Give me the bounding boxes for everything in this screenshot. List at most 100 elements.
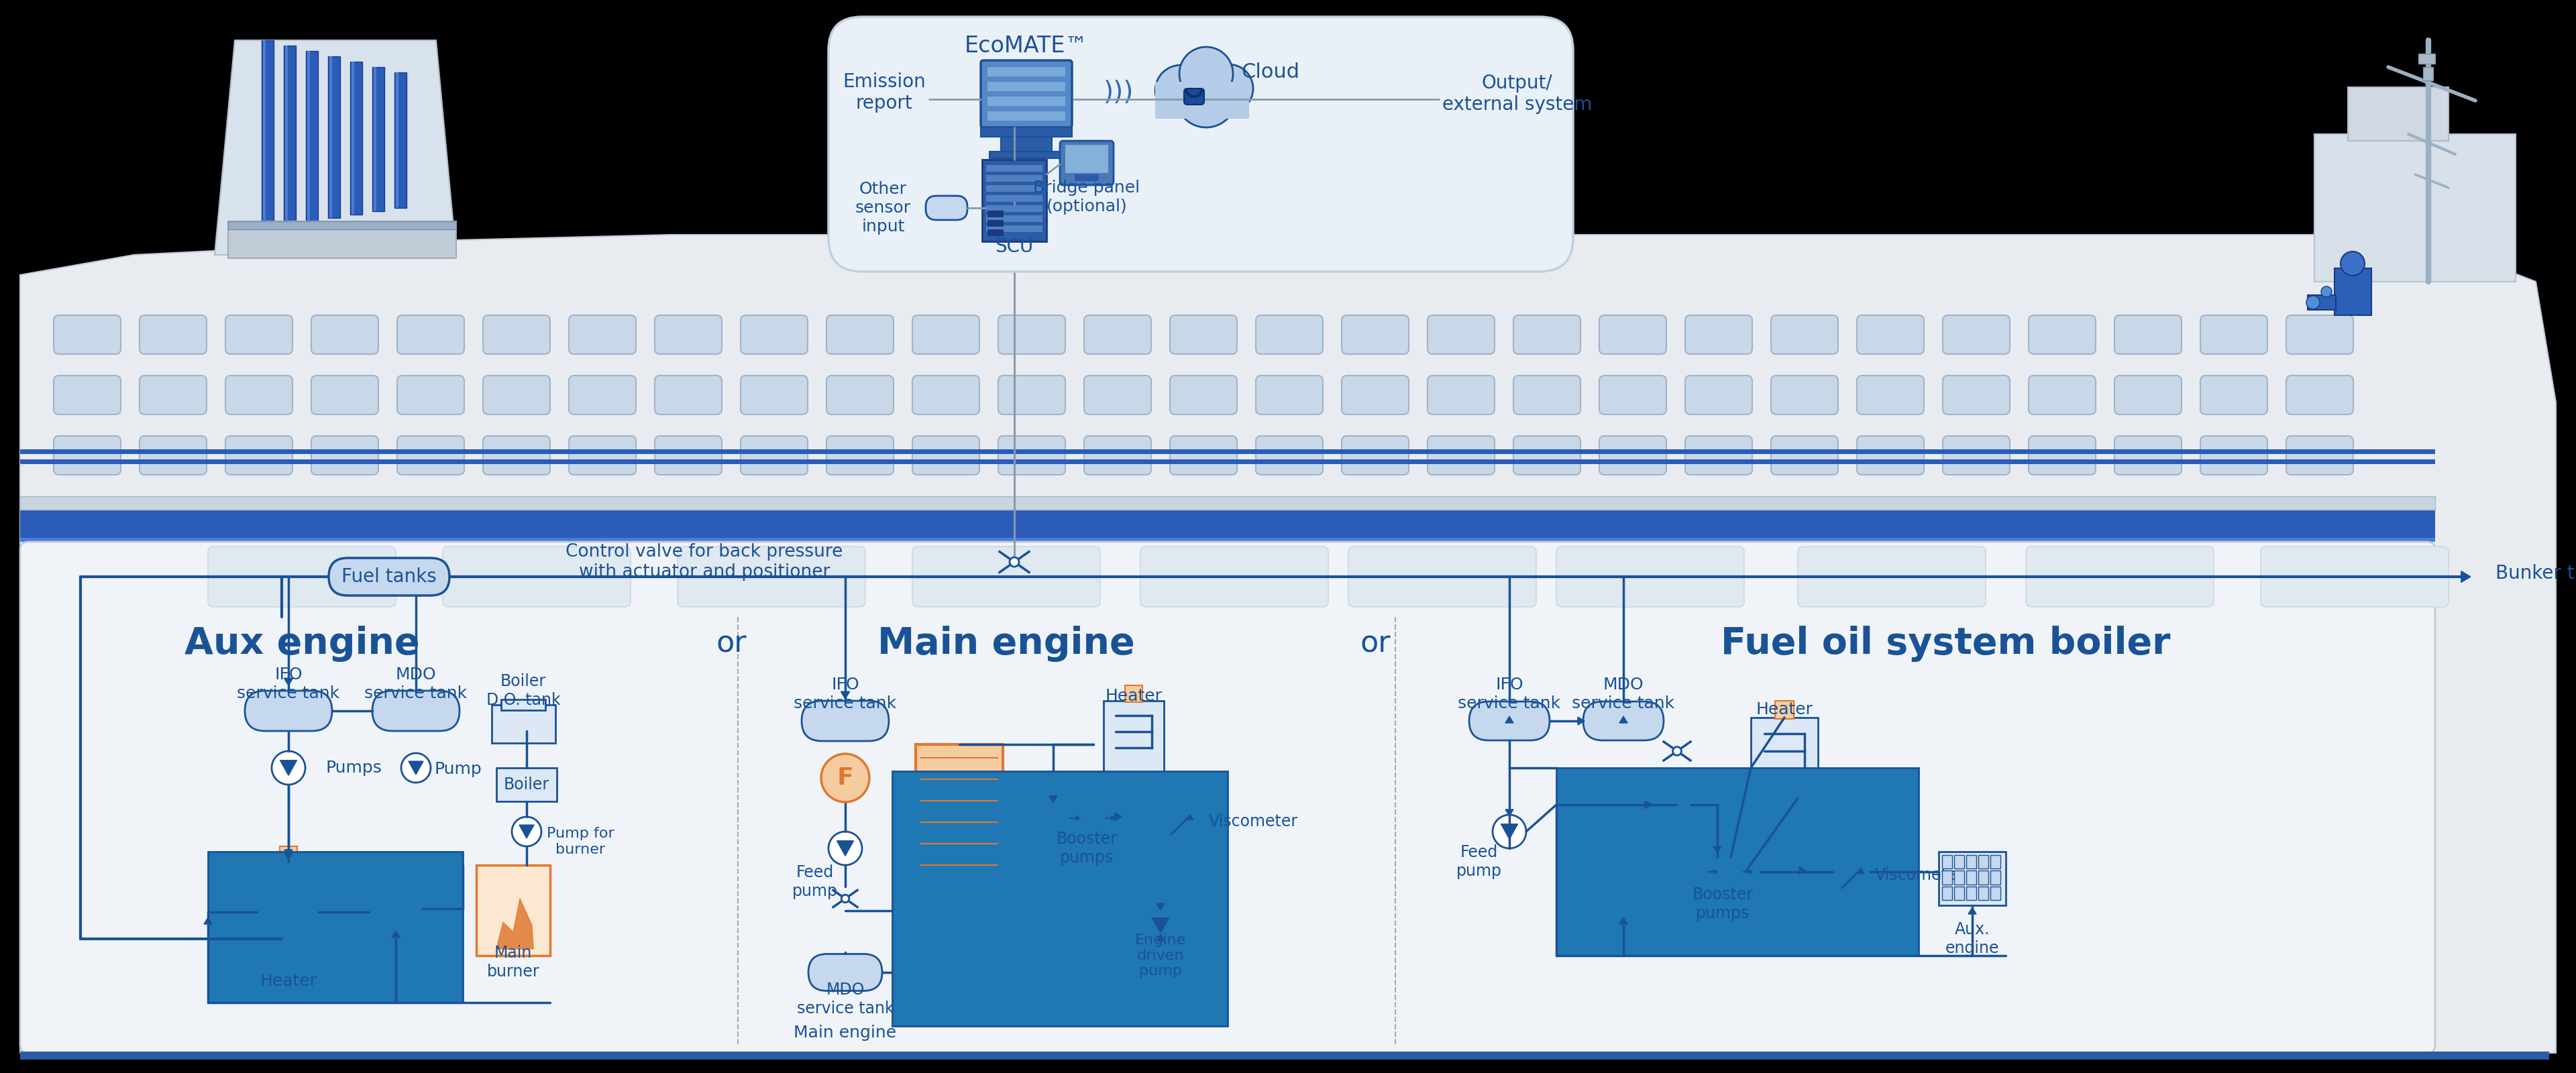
FancyBboxPatch shape	[1942, 436, 2009, 474]
Polygon shape	[1597, 835, 1651, 895]
Bar	[307, 50, 317, 221]
Bar	[497, 768, 556, 802]
Text: Heater: Heater	[260, 973, 317, 989]
Bar	[1002, 136, 1051, 151]
FancyBboxPatch shape	[654, 315, 721, 354]
FancyBboxPatch shape	[2287, 376, 2354, 414]
Bar	[2308, 295, 2336, 310]
FancyBboxPatch shape	[139, 376, 206, 414]
FancyBboxPatch shape	[227, 315, 294, 354]
FancyBboxPatch shape	[1772, 315, 1839, 354]
Polygon shape	[283, 850, 294, 856]
Polygon shape	[392, 930, 399, 938]
FancyBboxPatch shape	[1059, 141, 1113, 185]
FancyBboxPatch shape	[829, 17, 1574, 271]
FancyBboxPatch shape	[2115, 436, 2182, 474]
Bar	[987, 175, 1043, 181]
Text: Output/
external system: Output/ external system	[1443, 74, 1592, 114]
Circle shape	[1734, 857, 1762, 886]
FancyBboxPatch shape	[2200, 315, 2267, 354]
Bar	[1775, 701, 1793, 719]
FancyBboxPatch shape	[1084, 315, 1151, 354]
FancyBboxPatch shape	[569, 376, 636, 414]
Polygon shape	[1188, 814, 1193, 820]
FancyBboxPatch shape	[654, 376, 721, 414]
Text: Boiler
D.O. tank: Boiler D.O. tank	[487, 674, 562, 708]
Text: Main
burner: Main burner	[487, 945, 538, 980]
Polygon shape	[1504, 717, 1515, 723]
Bar	[21, 1052, 2550, 1060]
Text: Cloud: Cloud	[1242, 62, 1298, 83]
Bar	[1991, 886, 2002, 900]
Bar	[1991, 855, 2002, 869]
FancyBboxPatch shape	[484, 315, 551, 354]
Polygon shape	[1157, 903, 1164, 910]
FancyBboxPatch shape	[1584, 702, 1664, 740]
Polygon shape	[1502, 824, 1517, 839]
Bar	[283, 45, 296, 224]
Bar	[1942, 855, 1953, 869]
Bar	[1066, 145, 1108, 173]
FancyBboxPatch shape	[245, 691, 332, 731]
Text: Engine
driven
pump: Engine driven pump	[1136, 934, 1185, 978]
FancyBboxPatch shape	[2025, 546, 2213, 607]
Bar	[2347, 87, 2450, 141]
Circle shape	[1162, 806, 1200, 843]
FancyBboxPatch shape	[312, 376, 379, 414]
FancyBboxPatch shape	[1342, 315, 1409, 354]
FancyBboxPatch shape	[827, 315, 894, 354]
Polygon shape	[1620, 717, 1628, 723]
FancyBboxPatch shape	[397, 376, 464, 414]
FancyBboxPatch shape	[2287, 315, 2354, 354]
Text: Aux engine: Aux engine	[185, 626, 420, 662]
FancyBboxPatch shape	[54, 315, 121, 354]
FancyBboxPatch shape	[925, 195, 969, 220]
Bar	[394, 73, 407, 208]
Bar	[134, 667, 703, 1040]
Bar	[229, 221, 456, 259]
FancyBboxPatch shape	[1342, 436, 1409, 474]
FancyBboxPatch shape	[1942, 315, 2009, 354]
FancyBboxPatch shape	[1427, 436, 1494, 474]
Bar	[209, 852, 464, 1002]
Bar	[1955, 855, 1963, 869]
Circle shape	[1180, 47, 1234, 101]
Circle shape	[1177, 67, 1236, 128]
Polygon shape	[1713, 847, 1721, 853]
Polygon shape	[214, 40, 456, 254]
Circle shape	[270, 751, 304, 784]
Text: Main engine: Main engine	[878, 626, 1136, 662]
FancyBboxPatch shape	[1685, 436, 1752, 474]
FancyBboxPatch shape	[801, 701, 889, 741]
Bar	[21, 459, 2434, 464]
FancyBboxPatch shape	[1600, 376, 1667, 414]
Bar	[263, 40, 273, 229]
Text: Mixing
tank: Mixing tank	[374, 898, 417, 926]
Polygon shape	[497, 899, 533, 949]
FancyBboxPatch shape	[484, 376, 551, 414]
FancyBboxPatch shape	[139, 315, 206, 354]
Bar	[981, 128, 1072, 136]
FancyBboxPatch shape	[1170, 376, 1236, 414]
Text: F: F	[837, 766, 853, 790]
Polygon shape	[1620, 917, 1628, 924]
Polygon shape	[1115, 813, 1121, 821]
Bar	[258, 862, 319, 936]
Bar	[1940, 852, 2007, 906]
Text: Fuel oil system boiler: Fuel oil system boiler	[1721, 626, 2172, 662]
Text: Booster
pumps: Booster pumps	[1056, 831, 1118, 866]
FancyBboxPatch shape	[1084, 436, 1151, 474]
Bar	[350, 61, 355, 215]
Circle shape	[1698, 857, 1728, 886]
Circle shape	[822, 753, 871, 803]
FancyBboxPatch shape	[1170, 436, 1236, 474]
FancyBboxPatch shape	[912, 546, 1100, 607]
Polygon shape	[204, 917, 211, 924]
Polygon shape	[283, 853, 294, 859]
Bar	[397, 73, 399, 208]
Bar	[981, 160, 1046, 241]
FancyBboxPatch shape	[374, 691, 459, 731]
Circle shape	[52, 788, 85, 822]
Bar	[987, 82, 1066, 91]
Text: IFO
service tank: IFO service tank	[237, 666, 340, 702]
